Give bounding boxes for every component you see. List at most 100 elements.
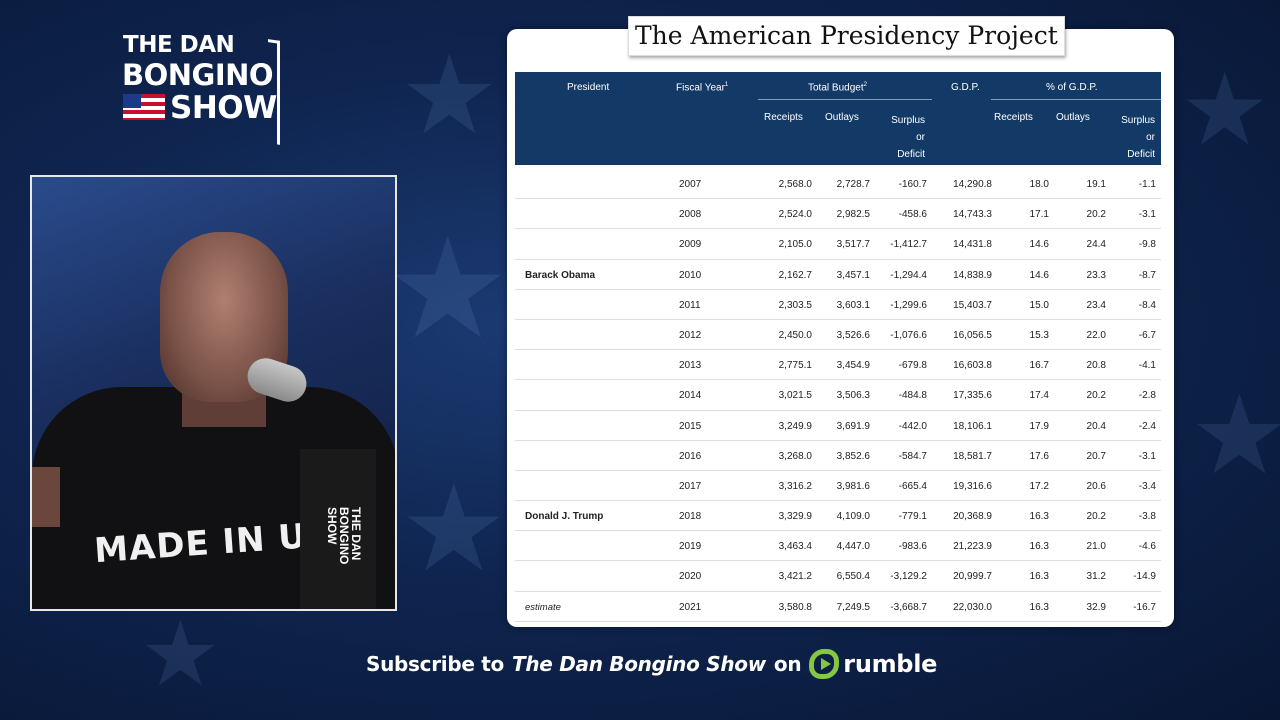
- cell-receipts: 2,105.0: [778, 239, 812, 251]
- cell-surplus: -1,412.7: [890, 239, 927, 251]
- cell-outlays: 2,728.7: [836, 179, 870, 190]
- cell-receipts: 3,268.0: [778, 450, 812, 462]
- cell-surplus-pct: -3.1: [1138, 450, 1156, 462]
- cell-gdp: 18,581.7: [953, 450, 992, 462]
- subscribe-on: on: [773, 652, 802, 676]
- star-icon: ★: [1180, 51, 1270, 168]
- budget-table-card: President Fiscal Year1 Total Budget2 G.D…: [507, 29, 1174, 627]
- mic-logo-text: THE DAN BONGINO SHOW: [325, 507, 363, 565]
- cell-receipts-pct: 16.3: [1029, 571, 1049, 583]
- table-row: 2011 2,303.5 3,603.1 -1,299.6 15,403.7 15.0 23…: [515, 290, 1161, 320]
- cell-gdp: 18,106.1: [953, 420, 992, 432]
- table-row: 2019 3,463.4 4,447.0 -983.6 21,223.9 16.3 21.0…: [515, 531, 1161, 562]
- cell-surplus: -983.6: [898, 541, 927, 553]
- cell-receipts: 3,421.2: [778, 571, 812, 583]
- cell-outlays-pct: 32.9: [1086, 601, 1106, 613]
- cell-fiscal-year: 2014: [679, 390, 702, 402]
- cell-outlays-pct: 20.2: [1086, 511, 1106, 523]
- table-row: 2008 2,524.0 2,982.5 -458.6 14,743.3 17.1 20.2…: [515, 199, 1161, 230]
- cell-fiscal-year: 2010: [679, 269, 702, 281]
- cell-receipts-pct: 16.3: [1029, 511, 1049, 523]
- star-icon: ★: [400, 460, 508, 599]
- cell-surplus: -1,299.6: [890, 299, 927, 311]
- header-gdp: G.D.P.: [951, 82, 980, 93]
- cell-receipts: 3,580.8: [778, 601, 812, 613]
- cell-receipts-pct: 16.3: [1029, 541, 1049, 553]
- cell-surplus: -665.4: [898, 480, 927, 492]
- cell-surplus: -442.0: [898, 420, 927, 432]
- cell-outlays-pct: 20.2: [1086, 209, 1106, 221]
- header-divider: [758, 99, 932, 100]
- cell-surplus: -1,294.4: [890, 269, 927, 281]
- cell-outlays: 3,454.9: [836, 360, 870, 372]
- cell-surplus-pct: -1.1: [1138, 179, 1156, 190]
- cell-receipts: 3,249.9: [778, 420, 812, 432]
- cell-surplus-pct: -4.1: [1138, 360, 1156, 372]
- table-row: 2017 3,316.2 3,981.6 -665.4 19,316.6 17.2 20.6…: [515, 471, 1161, 502]
- logo-line-3: SHOW: [170, 90, 277, 126]
- cell-surplus-pct: -2.4: [1138, 420, 1156, 432]
- star-icon: ★: [1190, 371, 1280, 499]
- cell-receipts-pct: 17.2: [1029, 480, 1049, 492]
- cell-fiscal-year: 2013: [679, 360, 702, 372]
- cell-gdp: 22,030.0: [953, 601, 992, 613]
- cell-fiscal-year: 2015: [679, 420, 702, 432]
- cell-outlays: 6,550.4: [836, 571, 870, 583]
- cell-surplus: -3,129.2: [890, 571, 927, 583]
- cell-outlays: 2,982.5: [836, 209, 870, 221]
- cell-surplus-pct: -14.9: [1133, 571, 1156, 583]
- table-row: estimate 2021 3,580.8 7,249.5 -3,668.7 22,030…: [515, 592, 1161, 622]
- header-president: President: [567, 82, 610, 93]
- subscribe-show-name: The Dan Bongino Show: [511, 652, 766, 676]
- table-row: 2009 2,105.0 3,517.7 -1,412.7 14,431.8 14.6 24…: [515, 229, 1161, 260]
- header-divider: [991, 99, 1161, 100]
- cell-outlays-pct: 23.3: [1086, 269, 1106, 281]
- header-surplus-pct: Surplus or Deficit: [1121, 115, 1155, 160]
- cell-receipts: 2,450.0: [778, 329, 812, 341]
- logo-outline: [268, 39, 280, 145]
- subscribe-banner[interactable]: Subscribe to The Dan Bongino Show on rum…: [366, 648, 937, 680]
- cell-receipts-pct: 15.0: [1029, 299, 1049, 311]
- cell-fiscal-year: 2009: [679, 239, 702, 251]
- star-icon: ★: [385, 208, 511, 371]
- cell-outlays-pct: 23.4: [1086, 299, 1106, 311]
- webcam-video: MADE IN USA THE DAN BONGINO SHOW: [30, 175, 397, 611]
- cell-receipts-pct: 15.3: [1029, 329, 1049, 341]
- cell-receipts-pct: 17.9: [1029, 420, 1049, 432]
- table-header: President Fiscal Year1 Total Budget2 G.D…: [515, 72, 1161, 165]
- header-pct-gdp: % of G.D.P.: [1046, 82, 1098, 93]
- cell-receipts-pct: 18.0: [1029, 179, 1049, 190]
- cell-receipts-pct: 17.6: [1029, 450, 1049, 462]
- cell-surplus: -484.8: [898, 390, 927, 402]
- logo-line-2: BONGINO: [122, 58, 274, 92]
- cell-receipts-pct: 14.6: [1029, 269, 1049, 281]
- cell-outlays: 4,109.0: [836, 511, 870, 523]
- cell-outlays-pct: 22.0: [1086, 329, 1106, 341]
- cell-receipts: 3,021.5: [778, 390, 812, 402]
- cell-outlays-pct: 20.2: [1086, 390, 1106, 402]
- table-row: 2013 2,775.1 3,454.9 -679.8 16,603.8 16.7 20.8…: [515, 350, 1161, 381]
- mic-stand: [300, 449, 376, 609]
- subscribe-prefix: Subscribe to: [366, 652, 504, 676]
- cell-receipts: 2,775.1: [778, 360, 812, 372]
- cell-outlays-pct: 20.8: [1086, 360, 1106, 372]
- cell-gdp: 20,368.9: [953, 511, 992, 523]
- rumble-logo-icon: [809, 649, 840, 679]
- cell-surplus: -679.8: [898, 360, 927, 372]
- page-title: The American Presidency Project: [628, 16, 1065, 56]
- cell-gdp: 16,056.5: [953, 329, 992, 341]
- cell-receipts: 2,568.0: [778, 179, 812, 190]
- table-row: 2016 3,268.0 3,852.6 -584.7 18,581.7 17.6 20.7…: [515, 441, 1161, 471]
- cell-outlays: 4,447.0: [836, 541, 870, 553]
- cell-gdp: 15,403.7: [953, 299, 992, 311]
- cell-receipts: 2,524.0: [778, 209, 812, 221]
- table-row: 2012 2,450.0 3,526.6 -1,076.6 16,056.5 15.3 22…: [515, 320, 1161, 351]
- cell-outlays: 3,457.1: [836, 269, 870, 281]
- cell-fiscal-year: 2007: [679, 179, 702, 190]
- cell-outlays-pct: 20.6: [1086, 480, 1106, 492]
- table-row: 2020 3,421.2 6,550.4 -3,129.2 20,999.7 16.3 31…: [515, 561, 1161, 592]
- cell-surplus-pct: -16.7: [1133, 601, 1156, 613]
- header-outlays-pct: Outlays: [1056, 112, 1090, 123]
- cell-outlays-pct: 20.7: [1086, 450, 1106, 462]
- cell-surplus: -779.1: [898, 511, 927, 523]
